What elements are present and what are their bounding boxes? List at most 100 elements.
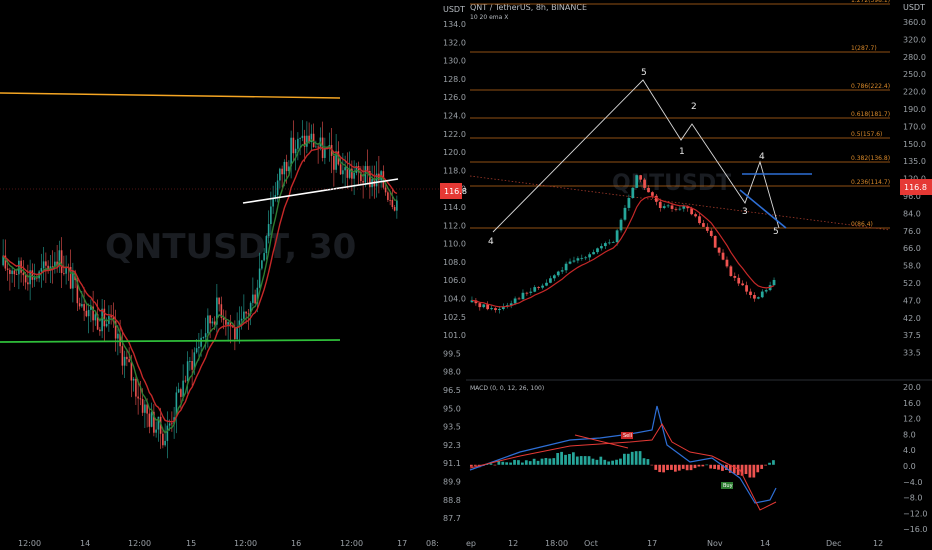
right-candle	[556, 271, 560, 276]
right-candle	[552, 275, 556, 279]
left-candle	[103, 308, 106, 327]
left-candle	[315, 146, 317, 148]
wave-label-2: 2	[691, 102, 697, 112]
left-candle	[375, 173, 378, 187]
right-candle	[470, 300, 474, 303]
left-time-tick: 16	[291, 539, 301, 548]
right-candle	[564, 263, 568, 271]
macd-bar	[619, 458, 622, 465]
left-candle	[117, 333, 119, 339]
left-candle	[245, 311, 247, 314]
right-candle	[705, 226, 709, 231]
right-candle	[678, 208, 682, 210]
right-candle	[549, 278, 552, 283]
left-candle	[220, 304, 223, 318]
left-candle	[360, 172, 362, 182]
left-candle	[83, 304, 85, 311]
right-time-tick: Oct	[584, 539, 598, 548]
left-candle	[249, 302, 252, 314]
left-candle	[234, 327, 236, 340]
left-candle	[218, 297, 220, 305]
left-candle	[119, 333, 121, 347]
left-candle	[126, 356, 128, 360]
right-candle	[596, 248, 599, 253]
left-candle	[162, 433, 164, 446]
left-time-axis: 12:00 14 12:00 15 12:00 16 12:00 17 08:	[18, 539, 439, 548]
right-time-tick: 12	[873, 539, 883, 548]
right-price-tick: 250.0	[903, 70, 926, 79]
left-unit: USDT	[443, 5, 465, 14]
left-candle	[60, 250, 63, 273]
left-candle	[184, 380, 187, 382]
right-price-tick: 52.0	[903, 279, 921, 288]
right-price-tick: 170.0	[903, 122, 926, 131]
left-watermark: QNTUSDT, 30	[105, 227, 356, 267]
macd-divergence-line	[574, 434, 629, 449]
left-candle	[222, 317, 225, 320]
macd-bar	[744, 464, 748, 475]
right-candle	[592, 252, 595, 255]
left-candle	[270, 206, 272, 225]
left-candle	[155, 429, 157, 433]
left-candle	[279, 168, 281, 181]
right-candle	[486, 304, 490, 310]
macd-bar	[591, 458, 595, 465]
right-candle	[619, 219, 623, 231]
left-candle	[276, 180, 279, 196]
macd-bar	[540, 458, 544, 465]
left-candle	[72, 271, 74, 289]
left-candle	[9, 269, 11, 274]
left-candle	[96, 314, 99, 330]
left-candle	[285, 161, 288, 172]
left-time-tick: 12:00	[128, 539, 151, 548]
fib-label: 0.382(136.8)	[851, 155, 890, 162]
right-watermark: QNTUSDT	[612, 171, 731, 196]
macd-bar	[575, 456, 579, 465]
left-price-tick: 118.0	[443, 166, 466, 175]
right-candle	[760, 291, 764, 298]
left-candle	[211, 321, 214, 324]
left-time-tick: 12:00	[18, 539, 41, 548]
left-candle	[6, 268, 9, 270]
left-candle	[301, 135, 304, 138]
fib-label: 0.236(114.7)	[851, 179, 890, 186]
left-candle	[387, 192, 389, 200]
left-candle	[366, 166, 369, 172]
right-candle	[764, 290, 768, 292]
right-candle	[713, 235, 717, 248]
macd-bar	[470, 464, 473, 467]
left-candle	[267, 224, 270, 237]
right-candle	[525, 292, 529, 294]
left-price-tick: 126.0	[443, 93, 466, 102]
left-candle	[333, 155, 335, 170]
left-time-tick: 15	[186, 539, 196, 548]
left-candle	[204, 333, 207, 338]
fib-label: 0(86.4)	[851, 221, 873, 228]
left-price-tick: 114.0	[443, 203, 466, 212]
macd-bar	[572, 452, 575, 465]
right-candle	[517, 298, 521, 300]
macd-bar	[721, 464, 724, 471]
left-candle	[362, 181, 364, 183]
macd-bar	[752, 464, 756, 478]
left-candle	[263, 253, 265, 261]
macd-sell-badge	[621, 432, 633, 439]
macd-bar	[489, 463, 493, 465]
right-price-tick: 360.0	[903, 18, 926, 27]
left-candle	[283, 161, 286, 175]
macd-bar	[485, 464, 489, 465]
left-candle	[148, 413, 151, 427]
macd-bar	[587, 456, 591, 465]
macd-bar	[713, 464, 716, 469]
right-candle	[670, 205, 674, 209]
left-candle	[393, 207, 396, 211]
macd-tick: −16.0	[903, 525, 928, 534]
left-price-tick: 88.8	[443, 496, 461, 505]
macd-bar	[509, 462, 512, 465]
left-candle	[213, 321, 216, 325]
left-candle	[324, 148, 326, 158]
right-price-tick: 66.0	[903, 244, 921, 253]
left-candle	[58, 250, 61, 266]
macd-bar	[568, 454, 571, 465]
macd-buy-badge	[721, 482, 733, 489]
